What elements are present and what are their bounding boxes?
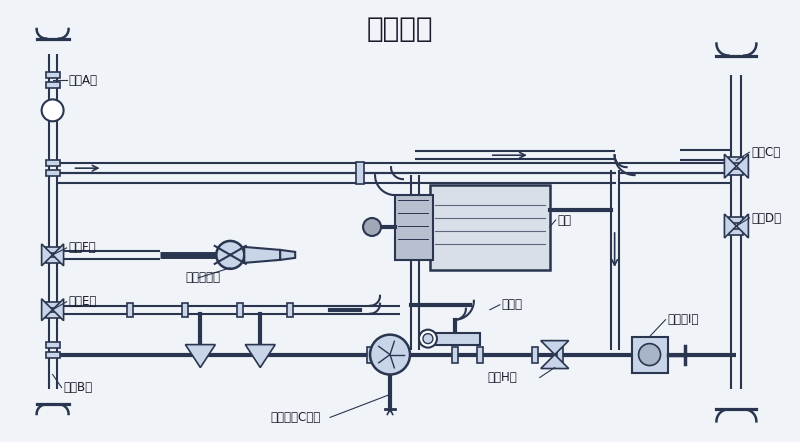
Text: 球阀B关: 球阀B关 xyxy=(63,381,93,394)
Bar xyxy=(557,347,562,362)
Bar xyxy=(730,217,743,223)
Bar xyxy=(238,303,243,317)
Text: 水泵: 水泵 xyxy=(558,213,572,226)
Bar xyxy=(46,83,59,88)
Bar xyxy=(182,303,188,317)
Circle shape xyxy=(423,334,433,343)
Polygon shape xyxy=(53,244,63,266)
Text: 球阀A关: 球阀A关 xyxy=(69,74,98,87)
Polygon shape xyxy=(246,345,275,368)
Text: 球阀D关: 球阀D关 xyxy=(751,212,782,225)
Text: 洒水炮出口: 洒水炮出口 xyxy=(186,271,220,284)
Bar xyxy=(46,302,59,308)
Bar xyxy=(46,312,59,318)
Bar xyxy=(46,170,59,176)
Polygon shape xyxy=(244,247,280,263)
Bar xyxy=(392,347,398,362)
Polygon shape xyxy=(737,214,748,238)
Text: 罐体口: 罐体口 xyxy=(502,298,523,311)
Polygon shape xyxy=(280,250,295,260)
Bar xyxy=(367,347,373,362)
Polygon shape xyxy=(186,345,215,368)
Text: 球阀H开: 球阀H开 xyxy=(488,371,518,384)
Text: 三通球阀C加水: 三通球阀C加水 xyxy=(270,411,321,424)
Text: 球阀F关: 球阀F关 xyxy=(69,241,96,255)
Circle shape xyxy=(42,99,63,121)
Circle shape xyxy=(216,241,244,269)
Circle shape xyxy=(638,343,661,366)
Polygon shape xyxy=(541,341,569,354)
Polygon shape xyxy=(737,154,748,178)
Text: 球阀C关: 球阀C关 xyxy=(751,146,781,159)
Polygon shape xyxy=(42,244,53,266)
Polygon shape xyxy=(725,154,737,178)
Bar xyxy=(287,303,293,317)
Bar xyxy=(395,195,433,260)
Circle shape xyxy=(419,330,437,347)
Polygon shape xyxy=(725,214,737,238)
Polygon shape xyxy=(42,299,53,321)
Bar xyxy=(46,351,59,358)
Text: 球阀E关: 球阀E关 xyxy=(69,295,97,308)
Circle shape xyxy=(363,218,381,236)
Bar xyxy=(477,347,483,362)
Bar xyxy=(532,347,538,362)
Bar xyxy=(430,333,480,345)
Bar xyxy=(356,162,364,184)
Polygon shape xyxy=(541,354,569,369)
Bar xyxy=(430,185,550,270)
Polygon shape xyxy=(53,299,63,321)
Bar xyxy=(46,247,59,253)
Bar xyxy=(46,72,59,78)
Circle shape xyxy=(370,335,410,374)
Text: 水泵加水: 水泵加水 xyxy=(366,15,434,42)
Bar xyxy=(452,347,458,362)
Bar xyxy=(46,257,59,263)
Text: 消防栓I关: 消防栓I关 xyxy=(667,313,699,326)
Bar xyxy=(730,229,743,235)
Bar xyxy=(730,157,743,163)
Bar xyxy=(46,160,59,166)
Bar xyxy=(46,342,59,347)
Bar xyxy=(127,303,134,317)
Bar xyxy=(730,169,743,175)
Bar xyxy=(631,337,667,373)
